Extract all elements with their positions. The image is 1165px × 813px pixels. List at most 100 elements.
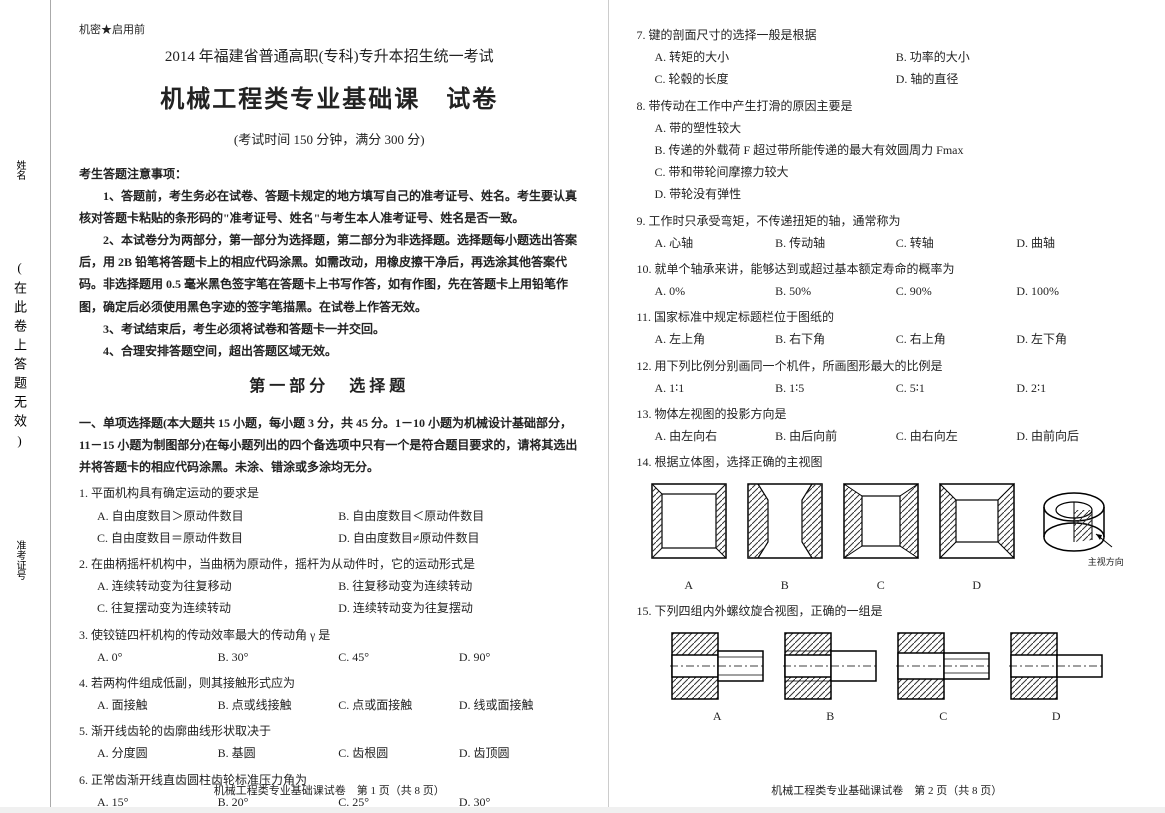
q9-a: A. 心轴 [655,232,776,254]
q8-b: B. 传递的外载荷 F 超过带所能传递的最大有效圆周力 Fmax [655,139,1138,161]
q14-fig-a [650,482,728,571]
q5-b: B. 基圆 [218,742,339,764]
q12-options: A. 1∶1 B. 1∶5 C. 5∶1 D. 2∶1 [637,377,1138,399]
q11-options: A. 左上角 B. 右下角 C. 右上角 D. 左下角 [637,328,1138,350]
q14-fig-b [746,482,824,571]
q1-c: C. 自由度数目＝原动件数目 [97,527,338,549]
q14-figures: 主视方向 [637,482,1138,571]
q13-options: A. 由左向右 B. 由后向前 C. 由右向左 D. 由前向后 [637,425,1138,447]
side-label-id: 准考证号 [12,540,27,580]
exam-title: 机械工程类专业基础课 试卷 [79,78,580,122]
page-1-footer: 机械工程类专业基础课试卷 第 1 页（共 8 页） [51,781,608,801]
q15-label-b: B [783,705,878,727]
q15-text: 15. 下列四组内外螺纹旋合视图，正确的一组是 [637,600,1138,622]
q14-labels: A B C D [637,574,1138,596]
side-warning: (在此卷上答题无效) [10,260,29,454]
q7-d: D. 轴的直径 [896,68,1137,90]
q9-options: A. 心轴 B. 传动轴 C. 转轴 D. 曲轴 [637,232,1138,254]
q15-fig-b [783,631,878,701]
q13-d: D. 由前向后 [1016,425,1137,447]
q3-c: C. 45° [338,646,459,668]
q14-fig-c [842,482,920,571]
section-1-instructions: 一、单项选择题(本大题共 15 小题，每小题 3 分，共 45 分。1－10 小… [79,412,580,479]
q12-d: D. 2∶1 [1016,377,1137,399]
exam-subtitle: 2014 年福建省普通高职(专科)专升本招生统一考试 [79,44,580,72]
q5-c: C. 齿根圆 [338,742,459,764]
q14-label-b: B [746,574,824,596]
q4-a: A. 面接触 [97,694,218,716]
q15-label-a: A [670,705,765,727]
q9-d: D. 曲轴 [1016,232,1137,254]
q4-c: C. 点或面接触 [338,694,459,716]
q5-options: A. 分度圆 B. 基圆 C. 齿根圆 D. 齿顶圆 [79,742,580,764]
q3-b: B. 30° [218,646,339,668]
q7-a: A. 转矩的大小 [655,46,896,68]
side-label-name: 姓名 [12,160,27,180]
q13-b: B. 由后向前 [775,425,896,447]
q15-fig-c [896,631,991,701]
q1-text: 1. 平面机构具有确定运动的要求是 [79,482,580,504]
q2-d: D. 连续转动变为往复摆动 [338,597,579,619]
section-1-title: 第一部分 选择题 [79,372,580,402]
q15-label-c: C [896,705,991,727]
iso-label: 主视方向 [1034,554,1124,571]
notice-1: 1、答题前，考生务必在试卷、答题卡规定的地方填写自己的准考证号、姓名。考生要认真… [79,185,580,229]
page-1: 机密★启用前 2014 年福建省普通高职(专科)专升本招生统一考试 机械工程类专… [51,0,608,807]
q7-c: C. 轮毂的长度 [655,68,896,90]
q2-c: C. 往复摆动变为连续转动 [97,597,338,619]
q9-c: C. 转轴 [896,232,1017,254]
confidential-tag: 机密★启用前 [79,20,580,40]
q11-d: D. 左下角 [1016,328,1137,350]
q10-a: A. 0% [655,280,776,302]
q13-c: C. 由右向左 [896,425,1017,447]
notice-3: 3、考试结束后，考生必须将试卷和答题卡一并交回。 [79,318,580,340]
q10-b: B. 50% [775,280,896,302]
q8-options: A. 带的塑性较大 B. 传递的外载荷 F 超过带所能传递的最大有效圆周力 Fm… [637,117,1138,206]
q11-b: B. 右下角 [775,328,896,350]
q4-text: 4. 若两构件组成低副，则其接触形式应为 [79,672,580,694]
notice-heading: 考生答题注意事项： [79,163,580,185]
q15-figures [637,631,1138,701]
q3-text: 3. 使铰链四杆机构的传动效率最大的传动角 γ 是 [79,624,580,646]
q1-b: B. 自由度数目＜原动件数目 [338,505,579,527]
q8-c: C. 带和带轮间摩擦力较大 [655,161,1138,183]
q10-d: D. 100% [1016,280,1137,302]
q15-labels: A B C D [637,705,1138,727]
q8-text: 8. 带传动在工作中产生打滑的原因主要是 [637,95,1138,117]
notice-4: 4、合理安排答题空间，超出答题区域无效。 [79,340,580,362]
q4-b: B. 点或线接触 [218,694,339,716]
q10-c: C. 90% [896,280,1017,302]
q11-text: 11. 国家标准中规定标题栏位于图纸的 [637,306,1138,328]
q2-a: A. 连续转动变为往复移动 [97,575,338,597]
q7-options: A. 转矩的大小 B. 功率的大小 C. 轮毂的长度 D. 轴的直径 [637,46,1138,90]
q4-options: A. 面接触 B. 点或线接触 C. 点或面接触 D. 线或面接触 [79,694,580,716]
q7-b: B. 功率的大小 [896,46,1137,68]
q14-fig-d [938,482,1016,571]
q10-text: 10. 就单个轴承来讲，能够达到或超过基本额定寿命的概率为 [637,258,1138,280]
q3-a: A. 0° [97,646,218,668]
exam-time: (考试时间 150 分钟，满分 300 分) [79,128,580,152]
q13-text: 13. 物体左视图的投影方向是 [637,403,1138,425]
q15-fig-a [670,631,765,701]
page-2-footer: 机械工程类专业基础课试卷 第 2 页（共 8 页） [609,781,1165,801]
q9-text: 9. 工作时只承受弯矩，不传递扭矩的轴，通常称为 [637,210,1138,232]
q12-text: 12. 用下列比例分别画同一个机件，所画图形最大的比例是 [637,355,1138,377]
page-2: 7. 键的剖面尺寸的选择一般是根据 A. 转矩的大小 B. 功率的大小 C. 轮… [608,0,1165,807]
notice-2: 2、本试卷分为两部分，第一部分为选择题，第二部分为非选择题。选择题每小题选出答案… [79,229,580,318]
q11-c: C. 右上角 [896,328,1017,350]
q8-a: A. 带的塑性较大 [655,117,1138,139]
q12-a: A. 1∶1 [655,377,776,399]
q5-a: A. 分度圆 [97,742,218,764]
q7-text: 7. 键的剖面尺寸的选择一般是根据 [637,24,1138,46]
q14-label-d: D [938,574,1016,596]
q14-text: 14. 根据立体图，选择正确的主视图 [637,451,1138,473]
q12-c: C. 5∶1 [896,377,1017,399]
q15-fig-d [1009,631,1104,701]
q5-d: D. 齿顶圆 [459,742,580,764]
q1-d: D. 自由度数目≠原动件数目 [338,527,579,549]
q14-label-a: A [650,574,728,596]
q2-b: B. 往复移动变为连续转动 [338,575,579,597]
q1-options: A. 自由度数目＞原动件数目 B. 自由度数目＜原动件数目 C. 自由度数目＝原… [79,505,580,549]
q14-label-c: C [842,574,920,596]
q1-a: A. 自由度数目＞原动件数目 [97,505,338,527]
